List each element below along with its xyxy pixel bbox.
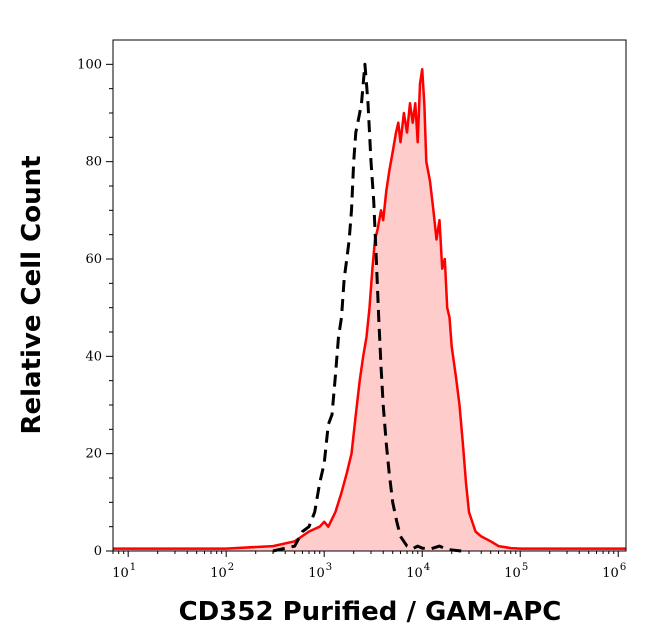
x-axis-title: CD352 Purified / GAM-APC (179, 597, 562, 627)
histogram-line-0 (113, 67, 626, 550)
y-axis-title: Relative Cell Count (17, 155, 47, 434)
plot-layer (113, 62, 626, 553)
histogram-dashed-line-1 (272, 62, 462, 553)
x-tick-label-4: 105 (504, 562, 528, 581)
plot-frame (112, 39, 627, 552)
y-tick-label-4: 80 (85, 155, 102, 170)
y-tick-label-1: 20 (85, 447, 102, 462)
x-tick-label-1: 102 (210, 562, 234, 581)
axis-layer: 0 20 40 60 80 100 101 102 103 104 105 106 (77, 57, 626, 581)
y-tick-label-3: 60 (85, 252, 102, 267)
x-tick-label-5: 106 (602, 562, 626, 581)
x-tick-label-0: 101 (112, 562, 136, 581)
y-tick-label-0: 0 (94, 544, 102, 559)
y-tick-label-2: 40 (85, 349, 102, 364)
x-tick-label-2: 103 (308, 562, 332, 581)
x-tick-label-3: 104 (406, 562, 430, 581)
y-tick-label-5: 100 (77, 57, 102, 72)
